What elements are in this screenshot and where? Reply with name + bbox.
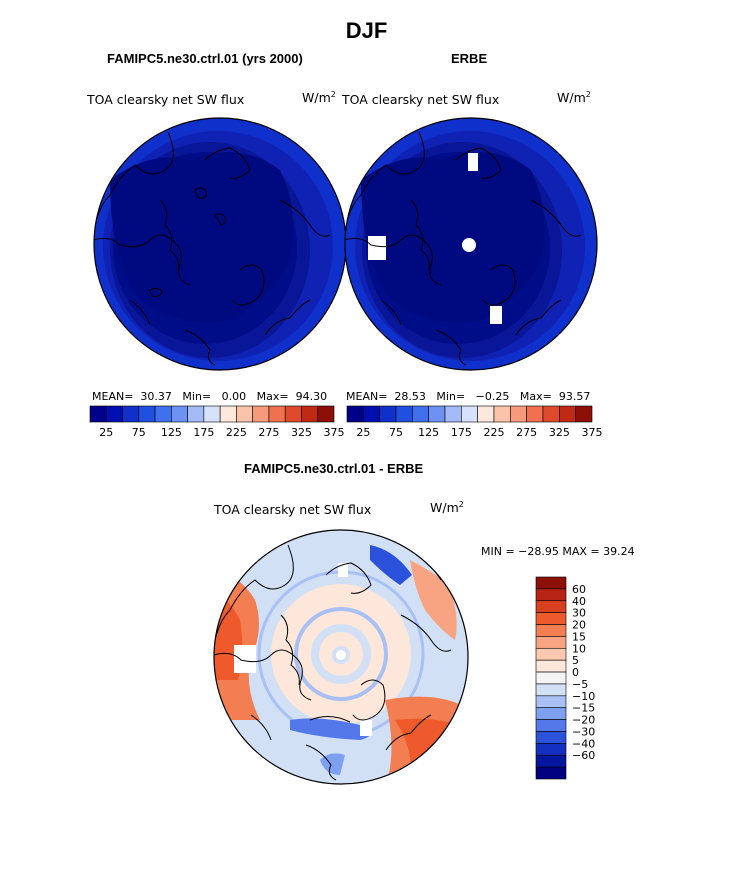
figure-title: DJF	[345, 18, 388, 43]
panel-1-stats: MEAN= 30.37 Min= 0.00 Max= 94.30	[92, 390, 328, 403]
colorbar-tick-label: 325	[291, 426, 312, 439]
colorbar-tick-label: 25	[356, 426, 370, 439]
colorbar-tick-label: 225	[226, 426, 247, 439]
colorbar-swatch	[477, 405, 495, 423]
erbe-polar-map	[344, 117, 598, 371]
colorbar-tick-label: 30	[572, 607, 586, 620]
colorbar-swatch	[219, 405, 237, 423]
colorbar-swatch	[284, 405, 302, 423]
colorbar-tick-label: −40	[572, 737, 595, 750]
colorbar-tick-label: −10	[572, 690, 595, 703]
colorbar-swatch	[268, 405, 286, 423]
colorbar-tick-label: 175	[193, 426, 214, 439]
colorbar-swatch	[535, 612, 567, 625]
colorbar-swatch	[526, 405, 544, 423]
colorbar-tick-label: −15	[572, 702, 595, 715]
colorbar-swatch	[187, 405, 205, 423]
colorbar-swatch	[535, 731, 567, 744]
colorbar-swatch	[236, 405, 253, 423]
colorbar-model: 25 75 125 175 225 275 325 375	[89, 405, 345, 439]
colorbar-swatch	[535, 683, 567, 697]
colorbar-swatch	[510, 405, 527, 423]
colorbar-tick-label: 325	[549, 426, 570, 439]
colorbar-swatch	[346, 405, 364, 423]
colorbar-swatch	[535, 695, 567, 709]
colorbar-swatch	[89, 405, 107, 423]
colorbar-tick-label: 75	[132, 426, 146, 439]
colorbar-tick-label: 375	[324, 426, 345, 439]
colorbar-tick-label: 5	[572, 654, 579, 667]
colorbar-swatch	[535, 719, 567, 732]
colorbar-swatch	[301, 405, 319, 423]
colorbar-swatch	[535, 624, 567, 637]
colorbar-swatch	[252, 405, 270, 423]
colorbar-swatch	[493, 405, 511, 423]
colorbar-swatch	[535, 600, 567, 613]
difference-polar-map	[213, 529, 469, 785]
colorbar-swatch	[535, 766, 567, 780]
colorbar-tick-label: −5	[572, 678, 588, 691]
colorbar-tick-label: 275	[516, 426, 537, 439]
colorbar-swatch	[379, 405, 397, 423]
colorbar-tick-label: −60	[572, 749, 595, 762]
colorbar-swatch	[412, 405, 429, 423]
colorbar-tick-label: −30	[572, 725, 595, 738]
colorbar-tick-label: −20	[572, 714, 595, 727]
colorbar-swatch	[535, 647, 567, 661]
colorbar-swatch	[444, 405, 462, 423]
colorbar-swatch	[542, 405, 560, 423]
colorbar-swatch	[154, 405, 172, 423]
colorbar-swatch	[535, 754, 567, 768]
colorbar-swatch	[559, 405, 576, 423]
colorbar-swatch	[428, 405, 446, 423]
colorbar-swatch	[575, 405, 593, 423]
colorbar-tick-label: 10	[572, 642, 586, 655]
panel-3-field-label: TOA clearsky net SW flux	[214, 502, 372, 517]
colorbar-swatch	[535, 636, 567, 649]
colorbar-swatch	[363, 405, 380, 423]
panel-2-field-label: TOA clearsky net SW flux	[342, 92, 500, 107]
colorbar-swatch	[122, 405, 140, 423]
colorbar-swatch	[171, 405, 188, 423]
colorbar-tick-label: 40	[572, 595, 586, 608]
colorbar-tick-label: 15	[572, 630, 586, 643]
panel-1-field-label: TOA clearsky net SW flux	[87, 92, 245, 107]
colorbar-tick-label: 375	[582, 426, 603, 439]
colorbar-tick-label: 175	[451, 426, 472, 439]
panel-2-units: W/m2	[557, 90, 591, 106]
colorbar-tick-label: 275	[258, 426, 279, 439]
colorbar-tick-label: 0	[572, 666, 579, 679]
colorbar-swatch	[461, 405, 478, 423]
colorbar-swatch	[535, 576, 567, 590]
colorbar-erbe: 25 75 125 175 225 275 325 375	[346, 405, 603, 439]
panel-3-subtitle: FAMIPC5.ne30.ctrl.01 - ERBE	[244, 461, 424, 476]
colorbar-swatch	[105, 405, 123, 423]
colorbar-swatch	[138, 405, 156, 423]
panel-2-subtitle: ERBE	[451, 51, 488, 66]
colorbar-tick-label: 25	[99, 426, 113, 439]
colorbar-swatch	[535, 671, 567, 685]
panel-3-min-max: MIN = −28.95 MAX = 39.24	[481, 545, 635, 558]
colorbar-swatch	[395, 405, 413, 423]
colorbar-tick-label: 225	[484, 426, 505, 439]
colorbar-tick-label: 125	[161, 426, 182, 439]
colorbar-tick-label: 60	[572, 583, 586, 596]
colorbar-swatch	[535, 659, 567, 673]
colorbar-tick-label: 75	[389, 426, 403, 439]
panel-1-subtitle: FAMIPC5.ne30.ctrl.01 (yrs 2000)	[107, 51, 303, 66]
colorbar-swatch	[535, 707, 567, 720]
panel-2-stats: MEAN= 28.53 Min= −0.25 Max= 93.57	[346, 390, 591, 403]
model-polar-map	[93, 117, 347, 371]
colorbar-tick-label: 125	[418, 426, 439, 439]
colorbar-tick-label: 20	[572, 619, 586, 632]
panel-1-units: W/m2	[302, 90, 336, 106]
colorbar-swatch	[317, 405, 335, 423]
colorbar-swatch	[535, 588, 567, 602]
colorbar-swatch	[203, 405, 221, 423]
panel-3-units: W/m2	[430, 500, 464, 516]
colorbar-swatch	[535, 743, 567, 756]
